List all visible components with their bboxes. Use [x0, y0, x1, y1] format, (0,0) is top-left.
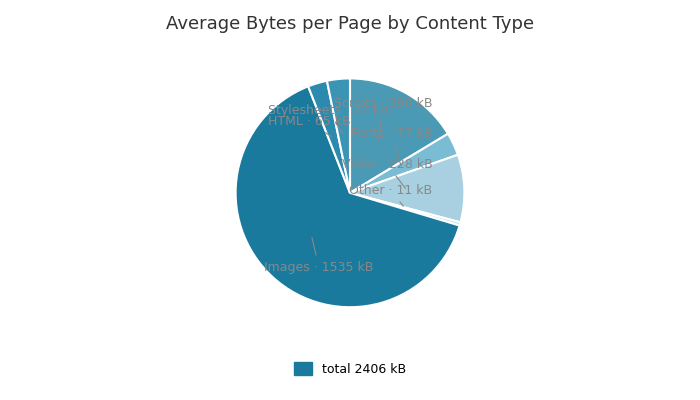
- Text: Images · 1535 kB: Images · 1535 kB: [264, 238, 374, 274]
- Text: Fonts · 77 kB: Fonts · 77 kB: [351, 127, 433, 166]
- Wedge shape: [350, 155, 464, 222]
- Legend: total 2406 kB: total 2406 kB: [288, 358, 412, 381]
- Title: Average Bytes per Page by Content Type: Average Bytes per Page by Content Type: [166, 15, 534, 33]
- Text: Stylesheets · 77 kB: Stylesheets · 77 kB: [267, 104, 388, 134]
- Wedge shape: [350, 193, 461, 226]
- Text: Scripts · 390 kB: Scripts · 390 kB: [334, 97, 433, 140]
- Wedge shape: [308, 81, 350, 193]
- Text: HTML · 65 kB: HTML · 65 kB: [267, 115, 350, 136]
- Wedge shape: [350, 134, 458, 193]
- Wedge shape: [350, 78, 448, 193]
- Wedge shape: [236, 86, 460, 307]
- Wedge shape: [327, 78, 350, 193]
- Text: Video · 228 kB: Video · 228 kB: [342, 158, 433, 188]
- Text: Other · 11 kB: Other · 11 kB: [349, 184, 433, 206]
